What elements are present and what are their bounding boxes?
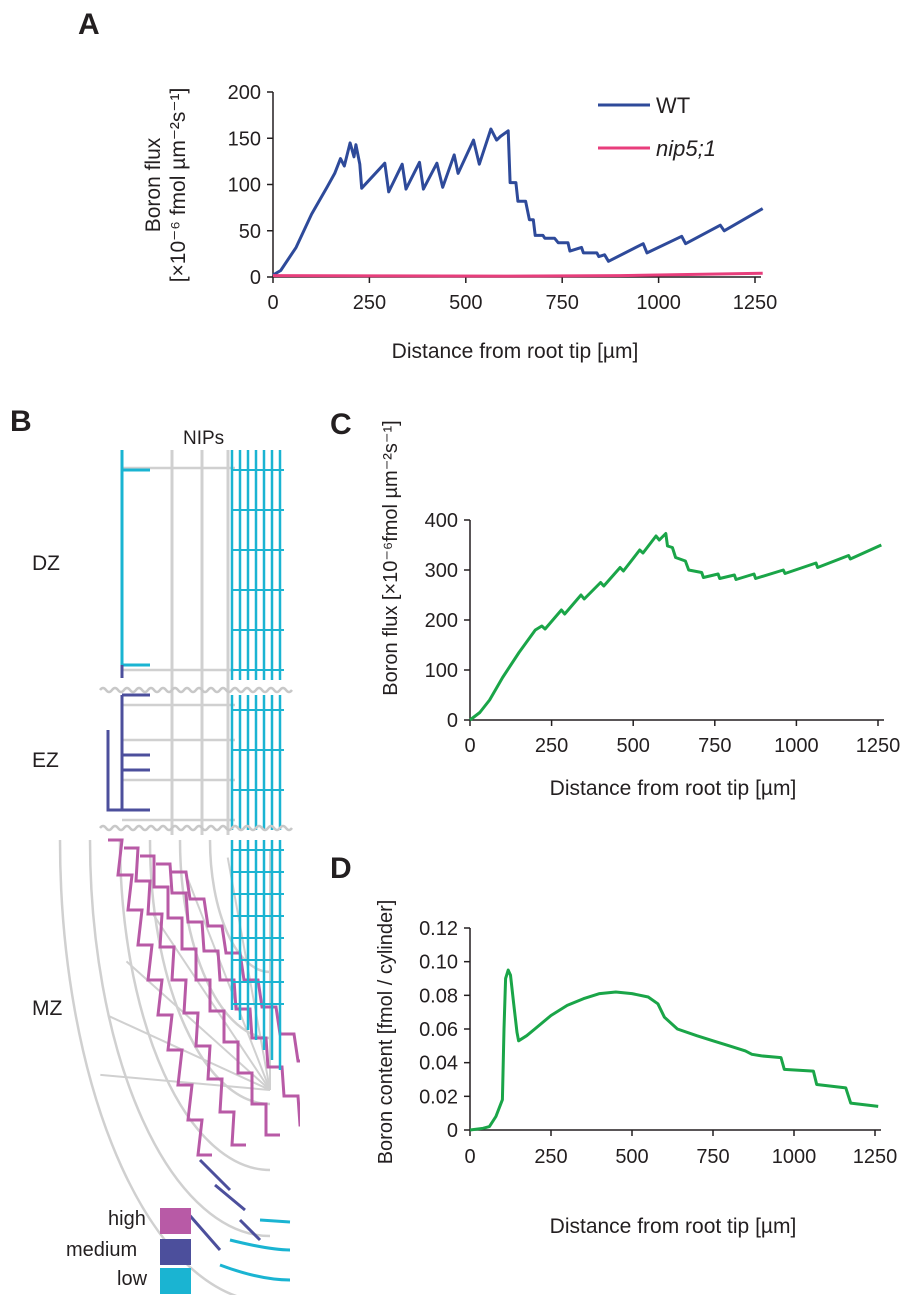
meristem-medium [183,1158,262,1251]
panel-label-c: C [330,408,352,441]
meristem-arc [58,839,238,1295]
panel-label-d: D [330,852,352,885]
y-tick-label: 100 [425,660,458,682]
zone-break [99,686,293,694]
legend-low-label: low [117,1268,148,1290]
chart-d-xlabel: Distance from root tip [µm] [550,1215,797,1238]
meristem-high-file [108,838,212,1157]
chart-c-ylabel: Boron flux [×10⁻⁶fmol µm⁻²s⁻¹] [380,420,402,695]
x-tick-label: 250 [535,735,568,757]
x-tick-label: 1000 [772,1146,817,1168]
x-tick-label: 750 [696,1146,729,1168]
legend-medium-swatch [160,1239,191,1265]
y-tick-label: 400 [425,510,458,532]
x-tick-label: 750 [546,292,579,314]
legend-low-swatch [160,1268,191,1294]
y-tick-label: 0 [447,710,458,732]
root-cell-diagram [58,450,300,1295]
x-tick-label: 500 [449,292,482,314]
x-tick-label: 0 [464,735,475,757]
meristem-arc [118,839,271,1172]
chart-a-xlabel: Distance from root tip [µm] [392,340,639,363]
meristem-radial [100,1073,271,1091]
y-tick-label: 0 [250,267,261,289]
y-tick-label: 0.04 [419,1053,458,1075]
meristem-arc [88,839,271,1238]
y-tick-label: 150 [228,128,261,150]
panel-label-a: A [78,8,100,41]
meristem-high-file [124,846,246,1147]
zone-label-ez: EZ [32,749,59,772]
c-series-line-0 [469,532,882,722]
zone-label-dz: DZ [32,552,60,575]
meristem-radial [107,1014,271,1091]
meristem-radial [152,914,271,1091]
x-tick-label: 1000 [636,292,681,314]
chart-c: 0 100 200 300 400 0 250 500 750 1000 1250 Boron fl… [380,420,901,800]
x-tick-label: 0 [464,1146,475,1168]
meristem-radial [187,879,271,1091]
chart-d-ylabel: Boron content [fmol / cylinder] [375,900,397,1165]
y-tick-label: 0.12 [419,918,458,940]
meristem-high-file [172,870,300,1063]
x-tick-label: 250 [534,1146,567,1168]
y-tick-label: 0.06 [419,1019,458,1041]
meristem-arc [148,839,271,1106]
a-series-line-wt [272,127,764,277]
d-series-line-0 [469,968,879,1132]
legend-high-label: high [108,1208,146,1230]
y-tick-label: 50 [239,221,261,243]
y-tick-label: 0.02 [419,1086,458,1108]
zone-label-mz: MZ [32,997,63,1020]
legend-label-nip51: nip5;1 [656,136,716,161]
x-tick-label: 750 [698,735,731,757]
y-tick-label: 200 [425,610,458,632]
panel-label-b: B [10,405,32,438]
epidermis-medium [106,693,150,812]
x-tick-label: 1000 [774,735,819,757]
chart-c-xlabel: Distance from root tip [µm] [550,777,797,800]
y-tick-label: 300 [425,560,458,582]
y-tick-label: 0 [447,1120,458,1142]
nips-header: NIPs [183,428,225,449]
zone-break [99,824,293,832]
meristem-high-file [156,862,300,1127]
legend-label-wt: WT [656,93,690,118]
x-tick-label: 500 [615,1146,648,1168]
chart-a: 0 50 100 150 200 0 250 500 750 1000 1250 Boron flu… [142,82,778,363]
x-tick-label: 1250 [856,735,901,757]
legend-medium-label: medium [66,1239,138,1261]
y-tick-label: 200 [228,82,261,104]
x-tick-label: 0 [267,292,278,314]
x-tick-label: 500 [617,735,650,757]
y-tick-label: 100 [228,175,261,197]
x-tick-label: 1250 [733,292,778,314]
legend-high-swatch [160,1208,191,1234]
x-tick-label: 1250 [853,1146,898,1168]
x-tick-label: 250 [353,292,386,314]
y-tick-label: 0.10 [419,952,458,974]
meristem-low [219,1218,291,1282]
chart-a-ylabel-line2: [×10⁻⁶ fmol µm⁻²s⁻¹] [167,88,190,283]
a-series-line-nip51 [272,271,763,278]
y-tick-label: 0.08 [419,985,458,1007]
chart-a-ylabel-line1: Boron flux [142,137,165,232]
meristem-high-file [140,854,280,1137]
